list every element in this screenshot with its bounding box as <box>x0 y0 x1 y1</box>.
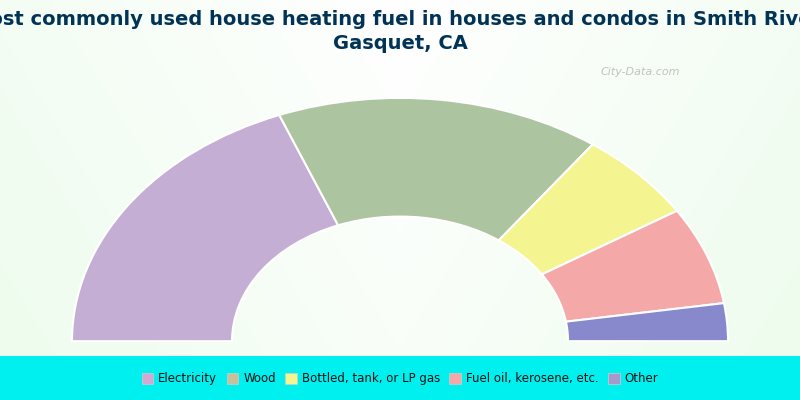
Wedge shape <box>72 115 338 341</box>
Wedge shape <box>566 303 728 341</box>
Legend: Electricity, Wood, Bottled, tank, or LP gas, Fuel oil, kerosene, etc., Other: Electricity, Wood, Bottled, tank, or LP … <box>137 368 663 390</box>
Text: City-Data.com: City-Data.com <box>600 67 680 77</box>
Wedge shape <box>542 211 724 322</box>
Text: Most commonly used house heating fuel in houses and condos in Smith River-
Gasqu: Most commonly used house heating fuel in… <box>0 10 800 53</box>
Wedge shape <box>279 98 593 240</box>
Wedge shape <box>498 144 677 274</box>
